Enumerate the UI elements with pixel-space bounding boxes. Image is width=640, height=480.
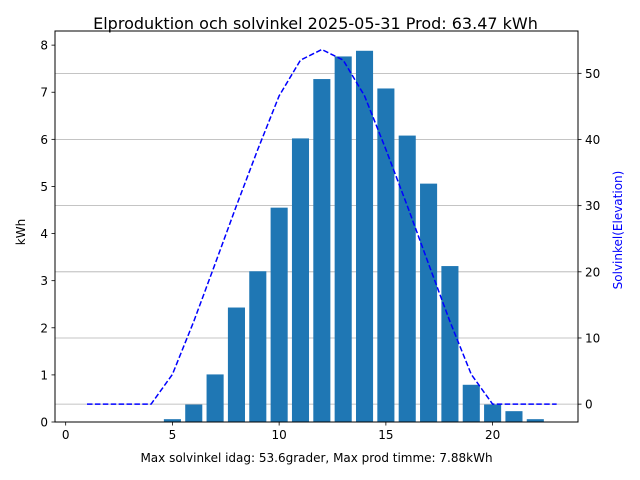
bar: [484, 404, 502, 422]
bar: [441, 266, 459, 422]
bar: [505, 411, 523, 422]
bar: [334, 56, 352, 423]
y2-tick-label: 10: [585, 331, 600, 345]
y-tick-label: 5: [40, 180, 48, 194]
y-tick-label: 0: [40, 416, 48, 430]
y2-tick-label: 20: [585, 265, 600, 279]
x-axis-ticks: 0 5 10 15 20: [62, 422, 500, 442]
elevation-line: [87, 48, 557, 405]
bar: [163, 419, 181, 422]
y-tick-label: 6: [40, 133, 48, 147]
y-tick-label: 4: [40, 227, 48, 241]
bar: [291, 138, 310, 422]
bar: [398, 135, 416, 422]
y-tick-label: 1: [40, 368, 48, 382]
bar: [270, 207, 288, 422]
y2-axis-ticks: 0 10 20 30 40 50: [578, 67, 600, 412]
y2-tick-label: 30: [585, 199, 600, 213]
y-tick-label: 8: [40, 39, 48, 53]
y-tick-label: 3: [40, 274, 48, 288]
y-axis-label: kWh: [14, 219, 28, 245]
y2-tick-label: 0: [585, 398, 593, 412]
bar: [526, 419, 544, 422]
plot-frame: [54, 30, 579, 423]
x-tick-label: 20: [485, 428, 500, 442]
bar: [313, 79, 331, 423]
y2-axis-label: Solvinkel(Elevation): [611, 171, 625, 290]
bar: [206, 374, 224, 422]
elevation-line-series: [87, 48, 557, 405]
x-tick-label: 15: [378, 428, 393, 442]
bar: [185, 404, 203, 422]
bar: [355, 50, 374, 422]
x-axis-label: Max solvinkel idag: 53.6grader, Max prod…: [140, 451, 492, 465]
y-axis-ticks: 0 1 2 3 4 5 6 7 8: [40, 39, 55, 430]
bar: [377, 88, 395, 422]
y2-tick-label: 40: [585, 133, 600, 147]
y-tick-label: 7: [40, 86, 48, 100]
bar: [227, 307, 245, 422]
y-tick-label: 2: [40, 321, 48, 335]
bar: [249, 271, 267, 422]
x-tick-label: 5: [169, 428, 177, 442]
x-tick-label: 10: [272, 428, 287, 442]
bar-series: [163, 50, 544, 423]
x-tick-label: 0: [62, 428, 70, 442]
y2-tick-label: 50: [585, 67, 600, 81]
chart-title: Elproduktion och solvinkel 2025-05-31 Pr…: [93, 14, 538, 33]
bar: [420, 183, 438, 422]
bar: [462, 384, 480, 422]
